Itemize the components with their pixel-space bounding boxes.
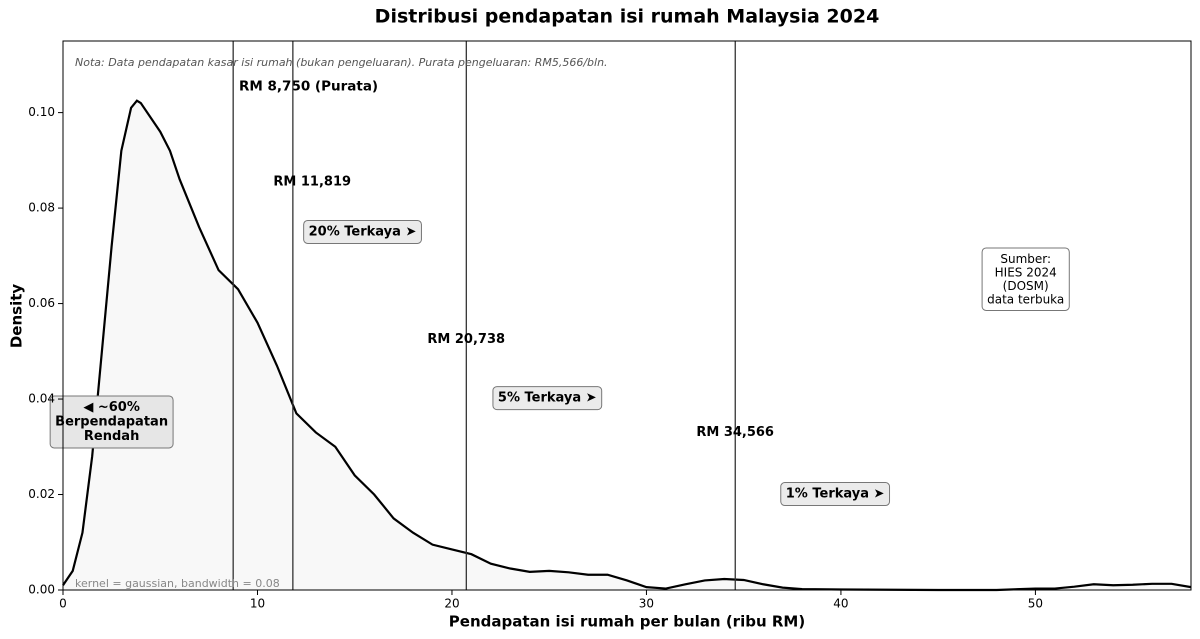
annotation-text: Rendah — [84, 429, 139, 444]
annotation-box — [981, 247, 1070, 311]
x-tick-label: 0 — [59, 597, 67, 611]
annotation-text: Berpendapatan — [55, 414, 168, 429]
x-tick-label: 10 — [250, 597, 265, 611]
density-area — [63, 100, 1191, 591]
x-tick-label: 20 — [444, 597, 459, 611]
annotation-box — [303, 219, 422, 244]
annotation-text: HIES 2024 — [995, 265, 1057, 279]
annotation-box — [492, 386, 603, 411]
x-tick-label: 30 — [639, 597, 654, 611]
y-tick-label: 0.04 — [28, 392, 55, 406]
y-tick-label: 0.08 — [28, 201, 55, 215]
chart-title: Distribusi pendapatan isi rumah Malaysia… — [375, 6, 880, 28]
annotation-text: 5% Terkaya ➤ — [498, 391, 597, 406]
y-axis-label: Density — [8, 284, 26, 349]
annotation-text: data terbuka — [987, 292, 1064, 306]
annotation: 20% Terkaya ➤ — [303, 219, 422, 244]
annotation: 1% Terkaya ➤ — [780, 482, 891, 507]
annotation-text: ◀ ~60% — [83, 400, 140, 415]
reference-label: RM 8,750 (Purata) — [239, 78, 378, 94]
x-axis-label: Pendapatan isi rumah per bulan (ribu RM) — [449, 613, 805, 631]
y-tick-label: 0.02 — [28, 487, 55, 501]
annotation-text: (DOSM) — [1003, 279, 1049, 293]
reference-label: RM 34,566 — [696, 425, 774, 440]
annotation: 5% Terkaya ➤ — [492, 386, 603, 411]
y-tick-label: 0.06 — [28, 296, 55, 310]
reference-label: RM 20,738 — [427, 332, 505, 347]
plot-frame — [62, 40, 1192, 591]
annotation-box — [780, 482, 891, 507]
x-tick-label: 40 — [833, 597, 848, 611]
annotation-box — [49, 395, 174, 449]
note: Nota: Data pendapatan kasar isi rumah (b… — [75, 56, 608, 69]
annotation: Sumber:HIES 2024(DOSM)data terbuka — [981, 247, 1070, 311]
y-tick-label: 0.00 — [28, 583, 55, 597]
y-tick-label: 0.10 — [28, 105, 55, 119]
annotation-text: 20% Terkaya ➤ — [309, 224, 417, 239]
reference-label: RM 11,819 — [273, 174, 351, 189]
x-tick-label: 50 — [1028, 597, 1043, 611]
annotation-text: Sumber: — [1000, 252, 1051, 266]
annotation-text: 1% Terkaya ➤ — [786, 487, 885, 502]
kernel-note: kernel = gaussian, bandwidth = 0.08 — [75, 577, 280, 590]
